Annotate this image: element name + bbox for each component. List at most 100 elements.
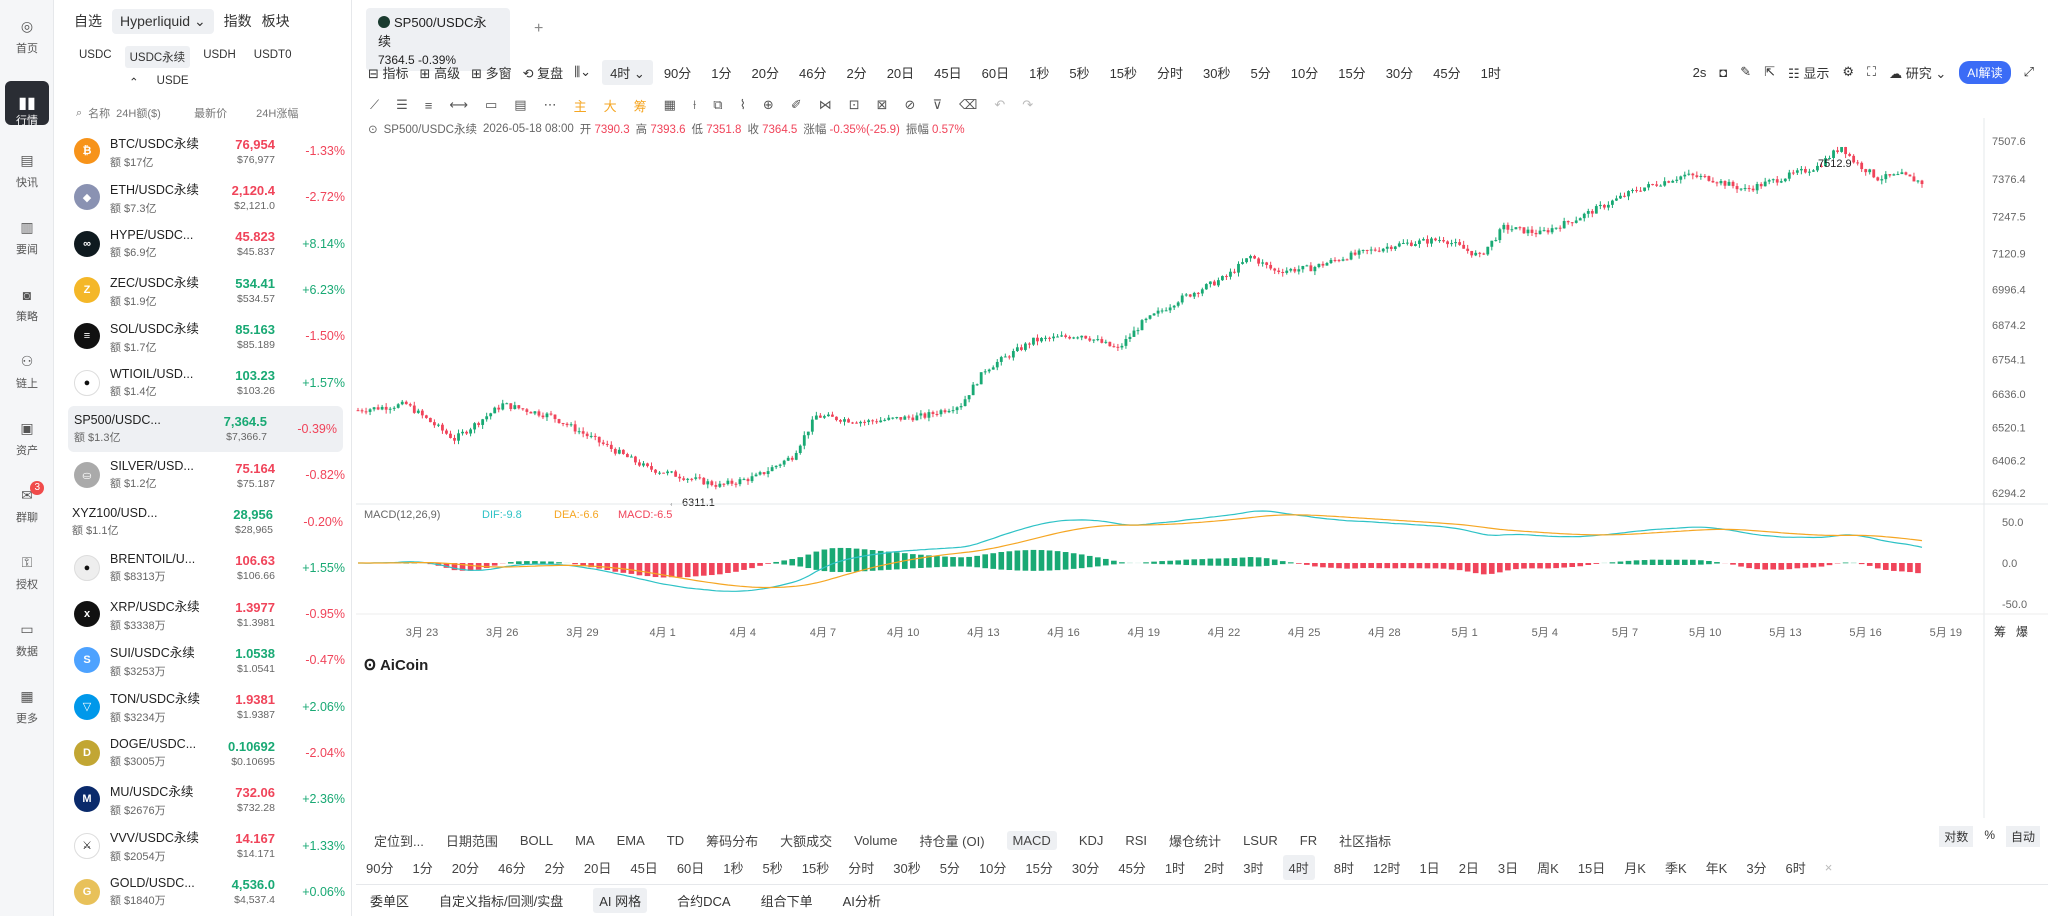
interval-select[interactable]: 4时 ⌄ bbox=[602, 59, 653, 85]
trash-icon[interactable]: ⌫ bbox=[958, 97, 978, 112]
chip-tool-icon[interactable]: 筹 bbox=[633, 98, 647, 114]
indicator-option[interactable]: BOLL bbox=[519, 832, 554, 848]
tab-index[interactable]: 指数 bbox=[223, 13, 252, 29]
pen-icon[interactable]: ✎ bbox=[1740, 64, 1752, 79]
interval-option[interactable]: 10分 bbox=[1290, 65, 1319, 81]
nav-item-3[interactable]: ▥ 要闻 bbox=[0, 203, 54, 270]
interval-option[interactable]: 周K bbox=[1537, 860, 1559, 876]
interval-option[interactable]: 年K bbox=[1705, 860, 1728, 876]
interval-option[interactable]: 12时 bbox=[1372, 860, 1401, 876]
main-tool-icon[interactable]: 主 bbox=[573, 98, 587, 114]
interval-option[interactable]: 1时 bbox=[1164, 860, 1186, 876]
lock-icon[interactable]: ⊡ bbox=[848, 97, 860, 112]
refresh-rate[interactable]: 2s bbox=[1692, 64, 1707, 80]
interval-option[interactable]: 15秒 bbox=[801, 860, 830, 876]
rect-tool-icon[interactable]: ▭ bbox=[485, 97, 498, 112]
panel-tab[interactable]: 委单区 bbox=[370, 894, 410, 909]
chart-tab[interactable]: SP500/USDC永续 7364.5 -0.39% bbox=[366, 8, 510, 71]
indicator-option[interactable]: EMA bbox=[616, 832, 645, 848]
interval-option[interactable]: 6时 bbox=[1785, 860, 1806, 876]
interval-option[interactable]: 20日 bbox=[886, 65, 915, 81]
nav-item-9[interactable]: ▭ 数据 bbox=[0, 605, 54, 672]
market-row[interactable]: ● WTIOIL/USD... 额 $1.4亿 103.23 $103.26 +1.57% bbox=[60, 359, 351, 405]
hline-tool-icon[interactable]: ⟷ bbox=[449, 97, 468, 112]
nav-item-8[interactable]: ⚿ 授权 bbox=[0, 538, 54, 605]
interval-option[interactable]: 5秒 bbox=[762, 860, 783, 876]
panel-tab[interactable]: 自定义指标/回测/实盘 bbox=[439, 894, 564, 909]
scale-option[interactable]: 对数 bbox=[1939, 826, 1974, 847]
indicator-option[interactable]: Volume bbox=[854, 832, 898, 848]
indicator-option[interactable]: 定位到... bbox=[374, 833, 424, 849]
zoom-icon[interactable]: ⊕ bbox=[762, 97, 774, 112]
interval-option[interactable]: 30分 bbox=[1071, 860, 1100, 876]
scale-option[interactable]: % bbox=[1984, 828, 1995, 842]
collapse-icon[interactable]: ⌃ bbox=[129, 77, 139, 89]
hlines-tool-icon[interactable]: ☰ bbox=[396, 97, 408, 112]
interval-option[interactable]: 3时 bbox=[1243, 860, 1264, 876]
tab-watchlist[interactable]: 自选 bbox=[74, 13, 102, 29]
undo-icon[interactable]: ↶ bbox=[994, 97, 1006, 112]
market-row[interactable]: ≡ SOL/USDC永续额 $1.7亿 85.163 $85.189 -1.50% bbox=[60, 313, 351, 359]
market-row[interactable]: G GOLD/USDC... 额 $1840万 4,536.0 $4,537.4 +0.0… bbox=[60, 869, 351, 915]
subtab-usdh[interactable]: USDH bbox=[203, 49, 236, 61]
nav-item-5[interactable]: ⚇ 链上 bbox=[0, 337, 54, 404]
interval-option[interactable]: 15分 bbox=[1338, 65, 1366, 81]
interval-option[interactable]: 3分 bbox=[1746, 860, 1767, 876]
subtab-usdt0[interactable]: USDT0 bbox=[253, 49, 292, 61]
subtab-usdc[interactable]: USDC bbox=[79, 49, 112, 61]
market-row[interactable]: ◆ ETH/USDC永续额 $7.3亿 2,120.4 $2,121.0 -2.72% bbox=[60, 174, 351, 220]
panel-tab[interactable]: 合约DCA bbox=[677, 894, 731, 909]
interval-option[interactable]: 45分 bbox=[1118, 860, 1146, 876]
research-button[interactable]: ☁ 研究 ⌄ bbox=[1889, 65, 1947, 81]
interval-option[interactable]: 20分 bbox=[451, 860, 480, 876]
search-icon[interactable]: ⌕ bbox=[76, 106, 83, 119]
interval-option[interactable]: 15秒 bbox=[1109, 65, 1138, 81]
interval-option[interactable]: 45分 bbox=[1433, 65, 1461, 81]
market-row[interactable]: ₿ BTC/USDC永续额 $17亿 76,954 $76,977 -1.33% bbox=[60, 128, 351, 174]
nav-item-1[interactable]: ▮▮ 行情 bbox=[0, 69, 54, 136]
chart-area[interactable]: 7507.6 7376.4 7247.5 7120.9 6996.4 6874.2 6754… bbox=[356, 118, 2048, 818]
indicator-option[interactable]: 日期范围 bbox=[445, 833, 498, 849]
collapse-icon[interactable]: ⊙ bbox=[368, 124, 378, 136]
interval-option[interactable]: 1分 bbox=[412, 860, 433, 876]
interval-option[interactable]: 90分 bbox=[663, 65, 692, 81]
indicator-option[interactable]: KDJ bbox=[1078, 832, 1104, 848]
interval-option[interactable]: 46分 bbox=[798, 65, 827, 81]
scale-option[interactable]: 自动 bbox=[2005, 826, 2040, 847]
filter-icon[interactable]: ⊽ bbox=[932, 97, 942, 112]
market-row[interactable]: x XRP/USDC永续额 $3338万 1.3977 $1.3981 -0.95% bbox=[60, 591, 351, 637]
close-icon[interactable]: × bbox=[1824, 859, 1833, 875]
indicator-option[interactable]: TD bbox=[666, 832, 685, 848]
interval-option[interactable]: 3日 bbox=[1497, 860, 1519, 876]
candlestick-chart[interactable]: 7507.6 7376.4 7247.5 7120.9 6996.4 6874.2 6754… bbox=[356, 118, 2048, 818]
interval-option[interactable]: 5秒 bbox=[1069, 65, 1090, 81]
interval-option[interactable]: 4时 bbox=[1282, 854, 1315, 880]
header-change[interactable]: 24H涨幅 bbox=[256, 108, 299, 120]
more-tools-icon[interactable]: ⋯ bbox=[543, 97, 557, 112]
panel-tab[interactable]: AI 网格 bbox=[593, 888, 648, 913]
interval-option[interactable]: 季K bbox=[1664, 860, 1687, 876]
indicator-option[interactable]: LSUR bbox=[1243, 832, 1278, 848]
interval-option[interactable]: 2分 bbox=[544, 860, 565, 876]
nav-item-6[interactable]: ▣ 资产 bbox=[0, 404, 54, 471]
header-price[interactable]: 最新价 bbox=[194, 108, 228, 120]
panel-tab[interactable]: 组合下单 bbox=[760, 894, 813, 909]
indicator-option[interactable]: MACD bbox=[1006, 830, 1057, 850]
interval-option[interactable]: 10分 bbox=[978, 860, 1007, 876]
tab-sector[interactable]: 板块 bbox=[261, 13, 290, 29]
measure-tool-icon[interactable]: ⟊ bbox=[692, 97, 697, 112]
market-row[interactable]: ● BRENTOIL/U... 额 $8313万 106.63 $106.66 +1.55… bbox=[60, 545, 351, 591]
nav-item-4[interactable]: ◙ 策略 bbox=[0, 270, 54, 337]
market-row[interactable]: Z ZEC/USDC永续额 $1.9亿 534.41 $534.57 +6.23% bbox=[60, 267, 351, 313]
interval-option[interactable]: 8时 bbox=[1333, 860, 1354, 876]
nav-item-7[interactable]: ✉ 群聊 3 bbox=[0, 471, 54, 538]
interval-option[interactable]: 15分 bbox=[1025, 860, 1053, 876]
indicator-button[interactable]: ⊟ 指标 bbox=[368, 65, 409, 81]
interval-option[interactable]: 分时 bbox=[848, 860, 875, 876]
interval-option[interactable]: 分时 bbox=[1157, 65, 1184, 81]
indicator-option[interactable]: 筹码分布 bbox=[706, 833, 759, 849]
market-row[interactable]: ⚔ VVV/USDC永续额 $2054万 14.167 $14.171 +1.33% bbox=[60, 822, 351, 868]
interval-option[interactable]: 45日 bbox=[630, 860, 658, 876]
indicator-option[interactable]: 持仓量 (OI) bbox=[919, 833, 985, 849]
interval-option[interactable]: 1时 bbox=[1480, 65, 1501, 81]
